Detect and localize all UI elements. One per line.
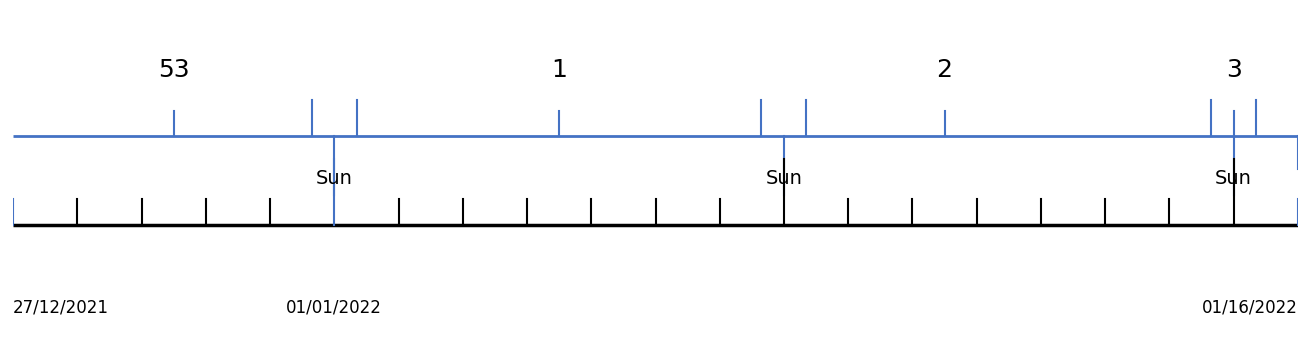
Text: 01/01/2022: 01/01/2022 <box>286 298 383 317</box>
Text: Sun: Sun <box>316 169 353 188</box>
Text: 01/16/2022: 01/16/2022 <box>1202 298 1298 317</box>
Text: Sun: Sun <box>766 169 802 188</box>
Text: 3: 3 <box>1226 58 1242 82</box>
Text: 1: 1 <box>551 58 568 82</box>
Text: Sun: Sun <box>1215 169 1252 188</box>
Text: 53: 53 <box>157 58 190 82</box>
Text: 27/12/2021: 27/12/2021 <box>13 298 109 317</box>
Text: 2: 2 <box>936 58 953 82</box>
